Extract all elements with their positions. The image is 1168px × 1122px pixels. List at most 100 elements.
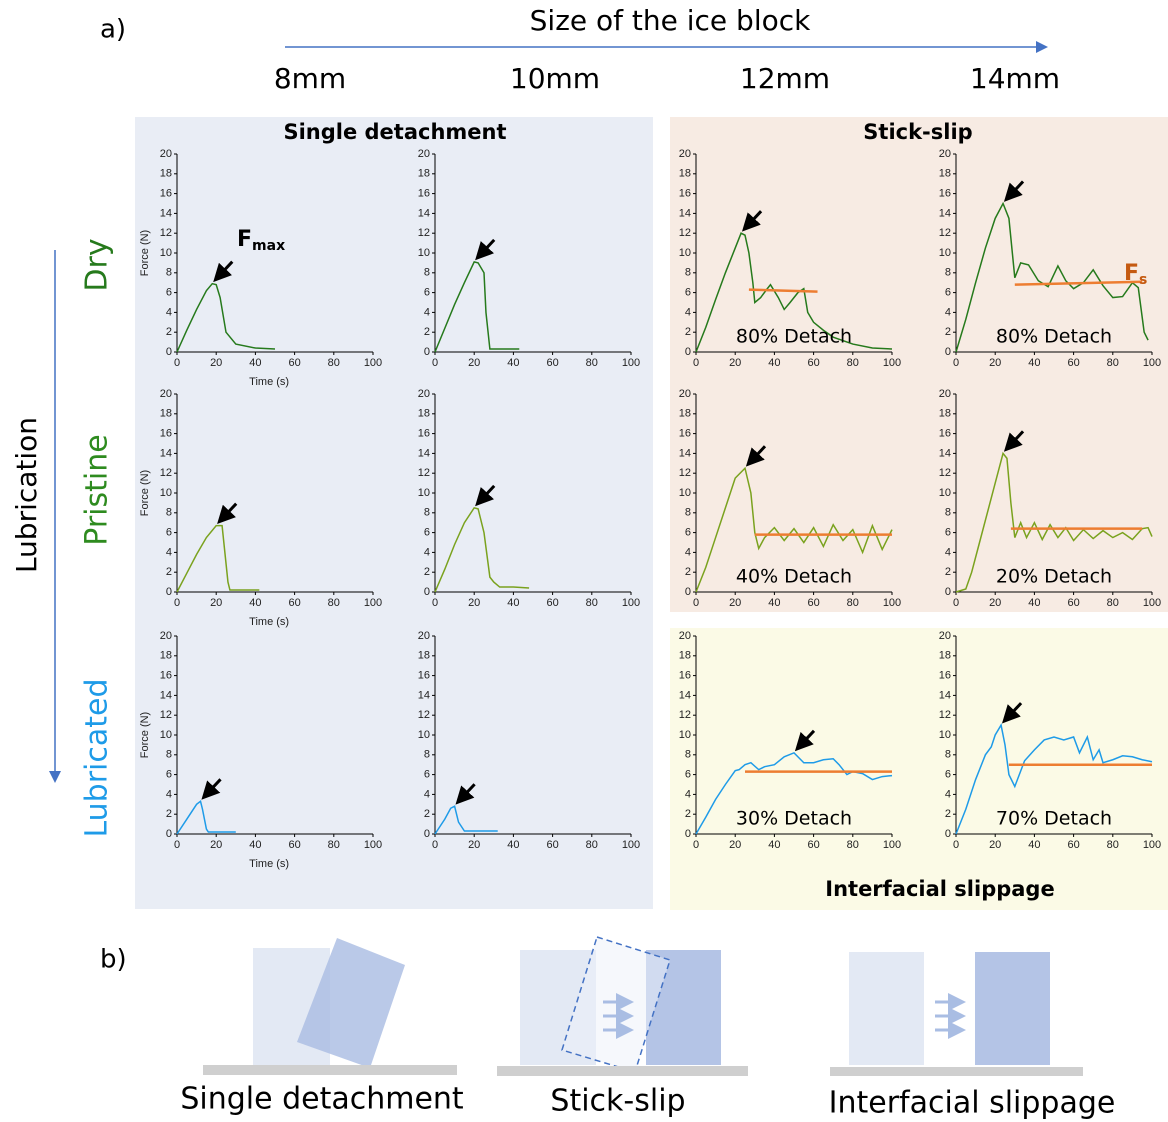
y-tick-label: 8 — [166, 267, 172, 279]
y-tick-label: 10 — [679, 487, 691, 499]
y-tick-label: 6 — [945, 287, 951, 299]
x-tick-label: 60 — [807, 597, 819, 609]
y-tick-label: 4 — [166, 306, 172, 318]
x-tick-label: 60 — [1067, 597, 1079, 609]
x-tick-label: 20 — [468, 357, 480, 369]
y-tick-label: 10 — [160, 487, 172, 499]
x-tick-label: 40 — [1028, 839, 1040, 851]
y-tick-label: 0 — [166, 828, 172, 840]
x-tick-label: 0 — [693, 597, 699, 609]
x-tick-label: 80 — [328, 597, 340, 609]
y-tick-label: 14 — [939, 207, 951, 219]
y-tick-label: 20 — [418, 630, 430, 642]
x-tick-label: 100 — [364, 839, 382, 851]
y-tick-label: 0 — [424, 828, 430, 840]
condition-label: Pristine — [80, 434, 115, 545]
x-tick-label: 40 — [507, 597, 519, 609]
x-tick-label: 60 — [1067, 357, 1079, 369]
y-tick-label: 18 — [418, 650, 430, 662]
y-tick-label: 16 — [160, 670, 172, 682]
x-tick-label: 20 — [989, 597, 1001, 609]
y-tick-label: 2 — [945, 808, 951, 820]
x-tick-label: 80 — [586, 357, 598, 369]
y-tick-label: 20 — [679, 148, 691, 160]
x-tick-label: 100 — [1143, 839, 1161, 851]
y-tick-label: 4 — [945, 546, 951, 558]
y-tick-label: 14 — [160, 689, 172, 701]
y-tick-label: 8 — [945, 507, 951, 519]
detach-label: 80% Detach — [736, 326, 852, 348]
y-tick-label: 16 — [679, 670, 691, 682]
y-tick-label: 6 — [424, 527, 430, 539]
y-tick-label: 6 — [685, 287, 691, 299]
x-tick-label: 60 — [288, 839, 300, 851]
x-tick-label: 100 — [622, 597, 640, 609]
y-tick-label: 8 — [685, 749, 691, 761]
y-tick-label: 14 — [160, 447, 172, 459]
x-tick-label: 40 — [768, 357, 780, 369]
y-tick-label: 8 — [424, 749, 430, 761]
y-tick-label: 16 — [939, 428, 951, 440]
y-tick-label: 8 — [424, 507, 430, 519]
x-tick-label: 100 — [622, 357, 640, 369]
y-tick-label: 4 — [166, 546, 172, 558]
condition-label: Dry — [80, 238, 115, 291]
x-tick-label: 80 — [1107, 357, 1119, 369]
y-tick-label: 12 — [418, 709, 430, 721]
y-tick-label: 6 — [685, 769, 691, 781]
y-tick-label: 6 — [945, 527, 951, 539]
x-tick-label: 0 — [953, 357, 959, 369]
size: 8mm — [274, 62, 346, 95]
y-tick-label: 20 — [939, 148, 951, 160]
x-tick-label: 80 — [847, 839, 859, 851]
y-tick-label: 2 — [166, 566, 172, 578]
y-tick-label: 18 — [679, 408, 691, 420]
x-tick-label: 0 — [174, 839, 180, 851]
force-symbol: F — [237, 227, 252, 252]
y-tick-label: 8 — [945, 267, 951, 279]
size: 12mm — [740, 62, 830, 95]
y-tick-label: 16 — [679, 428, 691, 440]
y-tick-label: 8 — [945, 749, 951, 761]
y-tick-label: 0 — [685, 346, 691, 358]
x-tick-label: 60 — [288, 357, 300, 369]
y-tick-label: 10 — [418, 247, 430, 259]
size-title: Size of the ice block — [530, 4, 811, 37]
x-axis-label: Time (s) — [249, 858, 289, 870]
y-tick-label: 12 — [418, 467, 430, 479]
x-tick-label: 20 — [468, 839, 480, 851]
y-tick-label: 12 — [160, 709, 172, 721]
x-tick-label: 100 — [883, 597, 901, 609]
y-tick-label: 4 — [685, 306, 691, 318]
x-tick-label: 40 — [1028, 597, 1040, 609]
y-tick-label: 2 — [685, 566, 691, 578]
y-tick-label: 8 — [685, 507, 691, 519]
x-tick-label: 0 — [953, 597, 959, 609]
y-tick-label: 18 — [160, 650, 172, 662]
y-tick-label: 4 — [685, 546, 691, 558]
x-tick-label: 80 — [847, 357, 859, 369]
region-title: Stick-slip — [863, 120, 972, 144]
x-tick-label: 60 — [288, 597, 300, 609]
y-tick-label: 6 — [166, 769, 172, 781]
y-tick-label: 12 — [679, 467, 691, 479]
detach-label: 70% Detach — [996, 808, 1112, 830]
x-axis-label: Time (s) — [249, 376, 289, 388]
x-tick-label: 0 — [693, 839, 699, 851]
y-tick-label: 18 — [160, 408, 172, 420]
y-tick-label: 0 — [945, 346, 951, 358]
region-title: Single detachment — [283, 120, 506, 144]
x-tick-label: 0 — [432, 357, 438, 369]
y-tick-label: 14 — [679, 689, 691, 701]
detach-label: 30% Detach — [736, 808, 852, 830]
y-tick-label: 10 — [160, 729, 172, 741]
y-tick-label: 14 — [418, 207, 430, 219]
y-tick-label: 8 — [685, 267, 691, 279]
y-tick-label: 6 — [166, 527, 172, 539]
y-tick-label: 14 — [939, 447, 951, 459]
y-tick-label: 12 — [160, 467, 172, 479]
y-tick-label: 6 — [166, 287, 172, 299]
y-tick-label: 6 — [945, 769, 951, 781]
y-tick-label: 12 — [160, 227, 172, 239]
y-tick-label: 10 — [679, 729, 691, 741]
